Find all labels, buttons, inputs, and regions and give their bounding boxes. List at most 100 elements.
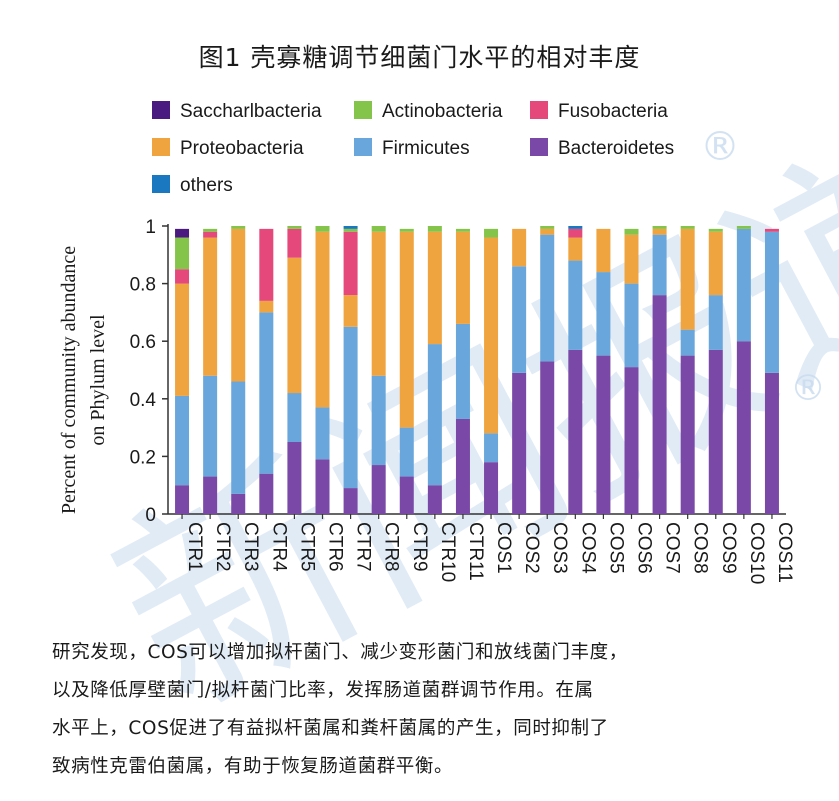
bar-segment-bacteroidetes (259, 473, 274, 514)
caption-line: 研究发现，COS可以增加拟杆菌门、减少变形菌门和放线菌门丰度， (52, 642, 628, 663)
x-tick-label: COS2 (521, 522, 542, 574)
x-tick-label: COS11 (774, 522, 795, 583)
x-tick-label: COS9 (718, 522, 739, 574)
y-axis-label: Percent of community abundance on Phylum … (58, 246, 109, 514)
bar-cos6 (624, 228, 639, 514)
legend-label: Proteobacteria (180, 138, 304, 159)
x-tick-label: COS8 (690, 522, 711, 574)
bar-segment-firmicutes (624, 283, 639, 368)
bar-ctr2 (203, 228, 218, 514)
bar-segment-fusobacteria (343, 231, 358, 296)
bar-segment-firmicutes (512, 266, 527, 373)
bar-segment-firmicutes (231, 381, 246, 494)
bar-segment-bacteroidetes (203, 476, 218, 514)
bar-segment-firmicutes (315, 407, 330, 460)
bar-segment-proteobacteria (540, 228, 555, 235)
bar-segment-firmicutes (484, 433, 499, 463)
bar-segment-bacteroidetes (624, 367, 639, 514)
bar-segment-proteobacteria (708, 231, 723, 296)
x-tick-label: CTR6 (325, 522, 346, 572)
x-tick-label: CTR1 (184, 522, 205, 572)
bar-segment-proteobacteria (175, 283, 190, 396)
bar-cos1 (484, 228, 499, 514)
bar-segment-bacteroidetes (343, 488, 358, 514)
x-tick-label: COS10 (746, 522, 767, 584)
bar-segment-proteobacteria (596, 228, 611, 273)
bar-segment-actinobacteria (287, 226, 302, 229)
bar-ctr8 (371, 226, 386, 514)
legend-item-actinobacteria: Actinobacteria (354, 101, 503, 122)
legend-item-proteobacteria: Proteobacteria (152, 138, 304, 159)
bar-segment-firmicutes (652, 234, 667, 296)
x-tick-label: CTR4 (268, 522, 289, 572)
x-tick-label: COS3 (549, 522, 570, 574)
x-tick-label: CTR5 (296, 522, 317, 572)
bar-cos11 (764, 228, 779, 514)
y-tick-label: 0.2 (130, 447, 156, 468)
bar-segment-actinobacteria (484, 228, 499, 238)
x-tick-label: CTR7 (353, 522, 374, 572)
x-tick-label: CTR11 (465, 522, 486, 581)
legend-swatch (354, 138, 372, 156)
bar-ctr4 (259, 228, 274, 514)
bar-ctr11 (455, 228, 470, 514)
legend-item-others: others (152, 175, 233, 196)
legend-swatch (354, 101, 372, 119)
bar-segment-actinobacteria (343, 228, 358, 232)
watermark-mark-2: ® (790, 368, 826, 409)
bar-segment-proteobacteria (399, 231, 414, 428)
x-tick-label: COS1 (493, 522, 514, 574)
y-tick-label: 0.8 (130, 275, 156, 296)
legend-swatch (152, 175, 170, 193)
bar-segment-bacteroidetes (315, 459, 330, 514)
bar-ctr5 (287, 226, 302, 514)
caption-line: 致病性克雷伯菌属，有助于恢复肠道菌群平衡。 (52, 756, 454, 777)
bar-segment-firmicutes (540, 234, 555, 362)
x-tick-label: CTR9 (409, 522, 430, 572)
x-tick-label: CTR10 (437, 522, 458, 582)
bar-segment-proteobacteria (484, 237, 499, 434)
bar-ctr7 (343, 226, 358, 514)
bar-segment-actinobacteria (427, 226, 442, 232)
legend-item-firmicutes: Firmicutes (354, 138, 470, 159)
bar-cos8 (680, 226, 695, 514)
bar-segment-bacteroidetes (568, 349, 583, 514)
legend-label: Saccharlbacteria (180, 101, 322, 122)
bar-segment-proteobacteria (512, 228, 527, 267)
bar-segment-bacteroidetes (455, 418, 470, 514)
legend-label: Actinobacteria (382, 101, 503, 122)
bar-ctr3 (231, 226, 246, 514)
legend-item-bacteroidetes: Bacteroidetes (530, 138, 674, 159)
bar-segment-bacteroidetes (708, 349, 723, 514)
bar-segment-bacteroidetes (231, 493, 246, 514)
bar-segment-firmicutes (175, 395, 190, 486)
bar-segment-bacteroidetes (540, 361, 555, 514)
bar-segment-firmicutes (427, 344, 442, 486)
bar-segment-fusobacteria (175, 269, 190, 284)
bar-segment-firmicutes (203, 375, 218, 477)
bar-segment-proteobacteria (427, 231, 442, 345)
legend-item-fusobacteria: Fusobacteria (530, 101, 668, 122)
bar-segment-actinobacteria (371, 226, 386, 232)
bar-cos4 (568, 226, 583, 514)
bar-segment-actinobacteria (624, 228, 639, 235)
bar-segment-actinobacteria (736, 226, 751, 229)
legend: Saccharlbacteria Actinobacteria Fusobacter… (152, 101, 674, 196)
bar-ctr1 (175, 228, 190, 514)
bar-segment-actinobacteria (455, 228, 470, 232)
bar-segment-firmicutes (399, 427, 414, 477)
bar-segment-firmicutes (596, 272, 611, 356)
bar-segment-proteobacteria (455, 231, 470, 324)
bar-segment-others (568, 226, 583, 229)
bar-segment-fusobacteria (287, 228, 302, 258)
bar-segment-bacteroidetes (371, 465, 386, 514)
bar-segment-proteobacteria (259, 300, 274, 313)
bar-segment-firmicutes (568, 260, 583, 350)
x-tick-label: COS7 (662, 522, 683, 574)
x-tick-label: CTR2 (212, 522, 233, 572)
bar-segment-actinobacteria (399, 228, 414, 232)
bar-segment-proteobacteria (287, 257, 302, 394)
figure-title: 图1 壳寡糖调节细菌门水平的相对丰度 (198, 43, 641, 72)
bars (175, 226, 779, 514)
